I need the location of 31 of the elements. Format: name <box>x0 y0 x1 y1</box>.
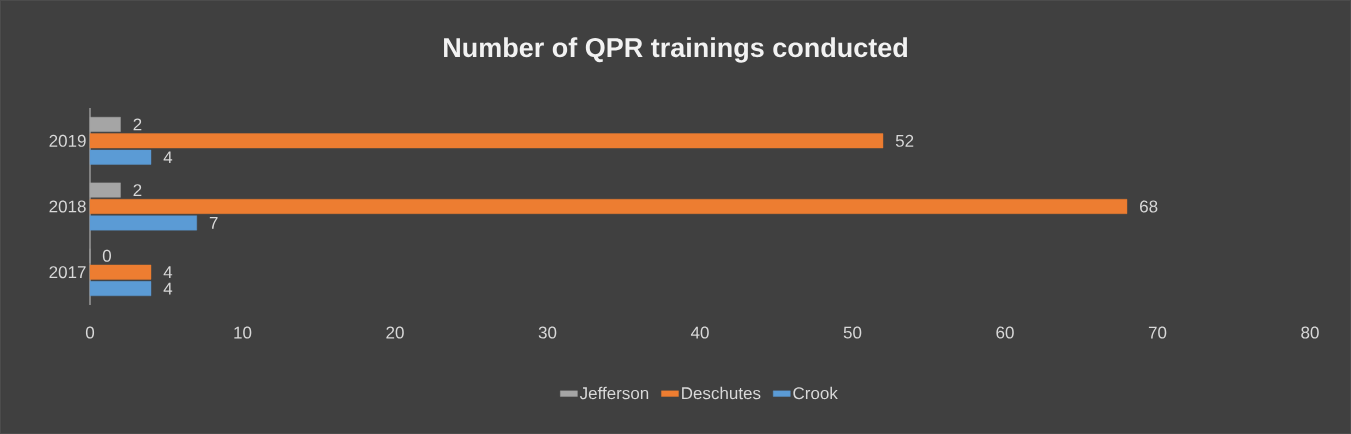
x-tick-label: 60 <box>996 326 1014 339</box>
x-tick-label: 30 <box>538 326 557 339</box>
y-tick-label: 2018 <box>49 200 86 213</box>
bar <box>89 264 152 280</box>
bar <box>89 215 197 231</box>
data-label: 4 <box>163 151 173 164</box>
bar <box>89 133 884 149</box>
bar <box>89 281 152 297</box>
x-tick-label: 50 <box>843 326 862 339</box>
y-tick-label: 2019 <box>49 134 86 147</box>
x-tick-label: 20 <box>386 326 404 339</box>
data-label: 2 <box>133 118 142 131</box>
data-label: 68 <box>1140 200 1158 213</box>
chart-title: Number of QPR trainings conducted <box>444 37 907 63</box>
data-label: 0 <box>102 249 111 262</box>
legend-label: Crook <box>793 386 838 400</box>
bar <box>89 199 1128 214</box>
x-tick-label: 0 <box>85 326 95 339</box>
data-label: 52 <box>895 134 914 147</box>
legend-label: Jefferson <box>579 386 649 400</box>
bar <box>89 149 152 165</box>
legend-label: Deschutes <box>682 386 761 400</box>
x-tick-label: 40 <box>690 326 709 339</box>
data-label: 4 <box>163 282 173 295</box>
y-tick-label: 2017 <box>49 266 86 279</box>
data-label: 4 <box>163 266 173 279</box>
x-tick-label: 80 <box>1301 326 1319 339</box>
data-label: 2 <box>133 184 142 197</box>
x-tick-label: 10 <box>234 326 252 339</box>
data-label: 7 <box>209 217 218 229</box>
x-tick-label: 70 <box>1148 326 1167 339</box>
